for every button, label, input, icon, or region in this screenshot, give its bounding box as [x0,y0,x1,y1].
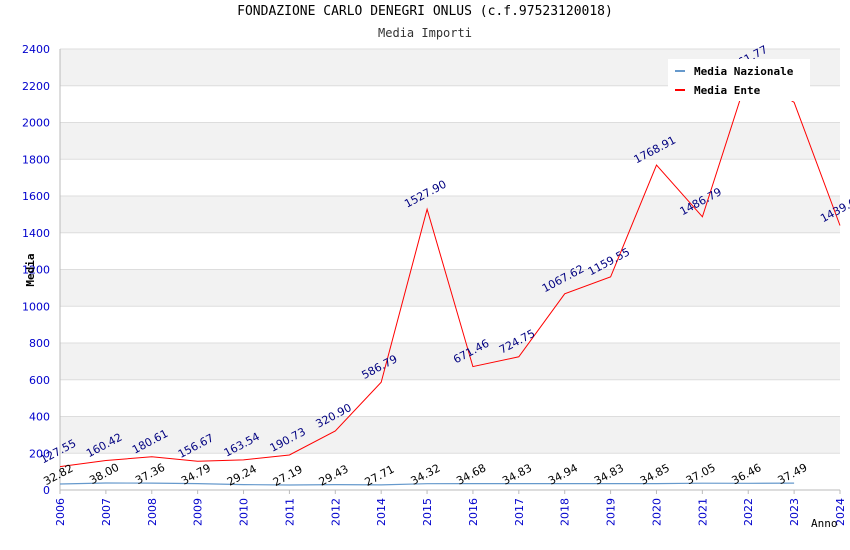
x-tick-label: 2021 [696,498,709,526]
x-tick-label: 2009 [192,498,205,526]
y-tick-label: 1200 [22,264,50,277]
x-tick-label: 2024 [834,498,847,526]
grid-band [60,343,840,380]
x-tick-label: 2008 [146,498,159,526]
series-line-media-nazionale [59,482,795,486]
x-axis-label: Anno [811,517,838,530]
x-tick-label: 2017 [513,498,526,526]
x-tick-label: 2020 [650,498,663,526]
y-tick-label: 1600 [22,190,50,203]
x-tick-label: 2023 [788,498,801,526]
x-tick-label: 2006 [54,498,67,526]
x-tick-label: 2007 [100,498,113,526]
x-axis-ticks: 2006 2007 2008 2009 2010 2011 2012 2014 2015 2016… [54,490,847,526]
x-tick-label: 2012 [329,498,342,526]
y-tick-label: 0 [43,484,50,497]
y-tick-label: 200 [29,447,50,460]
chart-subtitle: Media Importi [378,26,472,40]
legend-box [668,59,810,101]
y-tick-label: 1800 [22,153,50,166]
legend: Media Nazionale Media Ente [668,59,810,101]
series-lines [59,73,841,486]
y-tick-label: 800 [29,337,50,350]
x-tick-label: 2015 [421,498,434,526]
x-tick-label: 2014 [375,498,388,526]
y-tick-label: 600 [29,374,50,387]
grid-band [60,122,840,160]
legend-label-media-nazionale: Media Nazionale [694,65,794,78]
y-tick-label: 2200 [22,80,50,93]
grid-band [60,196,840,233]
x-tick-label: 2018 [559,498,572,526]
y-tick-label: 400 [29,411,50,424]
x-tick-label: 2016 [467,498,480,526]
x-tick-label: 2019 [605,498,618,526]
x-tick-label: 2010 [238,498,251,526]
x-tick-label: 2011 [283,498,296,526]
chart-title: FONDAZIONE CARLO DENEGRI ONLUS (c.f.9752… [237,4,613,19]
y-axis-ticks: 0 200 400 600 800 1000 1200 1400 1600 1800 2000 220… [22,43,50,497]
y-tick-label: 2400 [22,43,50,56]
x-tick-label: 2022 [742,498,755,526]
grid-band [60,416,840,454]
series-line-media-ente [59,73,841,468]
y-axis-label: Media [24,253,37,286]
y-tick-label: 1400 [22,227,50,240]
y-tick-label: 2000 [22,117,50,130]
gridlines [59,48,840,491]
legend-label-media-ente: Media Ente [694,84,761,97]
y-tick-label: 1000 [22,300,50,313]
